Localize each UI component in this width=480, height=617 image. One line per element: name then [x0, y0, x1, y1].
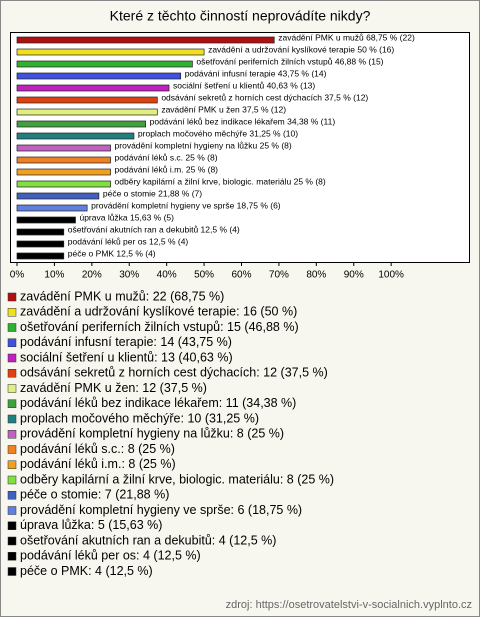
legend-swatch: [7, 521, 17, 530]
bar-label: proplach močového měchýře 31,25 % (10): [138, 128, 298, 138]
x-tick-label: 0%: [10, 270, 25, 281]
legend-swatch: [7, 475, 17, 485]
bar: [16, 144, 111, 152]
bar: [16, 192, 100, 200]
bar: [16, 216, 76, 224]
legend-entry: podávání léků s.c.: 8 (25 %): [20, 442, 175, 456]
bar-label: ošetřování periferních žilních vstupů 46…: [196, 56, 383, 66]
bar-label: podávání léků per os 12,5 % (4): [68, 236, 189, 246]
bar: [16, 156, 111, 164]
legend-swatch: [7, 399, 17, 408]
x-tick-label: 80%: [306, 270, 326, 281]
legend-entry: podávání léků bez indikace lékařem: 11 (…: [20, 396, 296, 410]
bar-label: provádění kompletní hygieny na lůžku 25 …: [115, 140, 292, 150]
bar-label: zavádění PMK u žen 37,5 % (12): [161, 104, 286, 114]
bar: [16, 180, 111, 188]
legend-entry: odsávání sekretů z horních cest dýchacíc…: [20, 366, 328, 380]
legend-swatch: [7, 506, 17, 515]
legend-entry: proplach močového měchýře: 10 (31,25 %): [20, 411, 259, 425]
legend-entry: provádění kompletní hygieny na lůžku: 8 …: [20, 427, 284, 441]
bar: [16, 84, 170, 92]
legend-swatch: [7, 338, 17, 347]
bar: [16, 240, 65, 248]
legend-swatch: [7, 292, 17, 302]
bar-label: ošetřování akutních ran a dekubitů 12,5 …: [68, 224, 240, 234]
legend-swatch: [7, 536, 17, 546]
legend-entry: zavádění PMK u mužů: 22 (68,75 %): [20, 289, 224, 303]
bar-label: podávání léků bez indikace lékařem 34,38…: [150, 116, 336, 126]
legend-swatch: [7, 384, 17, 393]
legend-entry: sociální šetření u klientů: 13 (40,63 %): [20, 350, 233, 364]
bar: [16, 228, 65, 236]
x-tick-label: 100%: [378, 270, 404, 281]
bar-label: provádění kompletní hygieny ve sprše 18,…: [91, 200, 281, 210]
bar-label: podávání léků i.m. 25 % (8): [115, 164, 219, 174]
bar: [16, 108, 158, 116]
bar-label: péče o stomie 21,88 % (7): [103, 188, 202, 198]
legend-swatch: [7, 445, 17, 454]
legend-entry: zavádění PMK u žen: 12 (37,5 %): [20, 381, 207, 395]
bar: [16, 48, 205, 56]
bar-label: sociální šetření u klientů 40,63 % (13): [173, 80, 315, 90]
bar-label: podávání infusní terapie 43,75 % (14): [185, 68, 327, 78]
x-tick-label: 50%: [194, 270, 214, 281]
bar: [16, 132, 135, 140]
legend-entry: ošetřování periferních žilních vstupů: 1…: [20, 320, 299, 334]
legend-swatch: [7, 369, 17, 378]
legend-swatch: [7, 552, 17, 561]
bar-label: zavádění a udržování kyslíkové terapie 5…: [208, 44, 394, 54]
bar: [16, 168, 111, 176]
x-tick-label: 30%: [119, 270, 139, 281]
legend-entry: péče o stomie: 7 (21,88 %): [20, 488, 169, 502]
legend-entry: provádění kompletní hygieny ve sprše: 6 …: [20, 503, 302, 517]
legend-swatch: [7, 308, 17, 317]
legend-swatch: [7, 323, 17, 332]
legend-entry: ošetřování akutních ran a dekubitů: 4 (1…: [20, 533, 276, 547]
bar-label: úprava lůžka 15,63 % (5): [79, 212, 174, 222]
legend-swatch: [7, 414, 17, 424]
x-tick-label: 40%: [157, 270, 177, 281]
legend-entry: podávání infusní terapie: 14 (43,75 %): [20, 335, 232, 349]
legend-swatch: [7, 430, 17, 439]
legend-swatch: [7, 491, 17, 500]
bar-label: podávání léků s.c. 25 % (8): [115, 152, 218, 162]
x-tick-label: 70%: [269, 270, 289, 281]
legend-entry: úprava lůžka: 5 (15,63 %): [20, 518, 162, 532]
legend-swatch: [7, 460, 17, 469]
bar: [16, 60, 193, 68]
bar: [16, 252, 65, 260]
source: zdroj: https://osetrovatelstvi-v-socialn…: [226, 599, 472, 611]
legend-entry: zavádění a udržování kyslíkové terapie: …: [20, 305, 297, 319]
legend-entry: podávání léků per os: 4 (12,5 %): [20, 549, 201, 563]
legend-entry: podávání léků i.m.: 8 (25 %): [20, 457, 176, 471]
x-tick-label: 90%: [344, 270, 364, 281]
bar-label: zavádění PMK u mužů 68,75 % (22): [278, 32, 415, 42]
x-tick-label: 10%: [44, 270, 64, 281]
bar-label: odsávání sekretů z horních cest dýchacíc…: [161, 92, 368, 102]
bar-label: odběry kapilární a žilní krve, biologic.…: [115, 176, 326, 186]
bar: [16, 96, 158, 104]
bar: [16, 36, 275, 44]
bar: [16, 204, 88, 212]
x-tick-label: 20%: [82, 270, 102, 281]
legend-swatch: [7, 567, 17, 576]
legend-entry: péče o PMK: 4 (12,5 %): [20, 564, 153, 578]
x-tick-label: 60%: [231, 270, 251, 281]
legend-entry: odběry kapilární a žilní krve, biologic.…: [20, 472, 334, 486]
legend-swatch: [7, 353, 17, 363]
bar: [16, 120, 146, 128]
bar: [16, 72, 182, 80]
chart-title: Které z těchto činností neprovádíte nikd…: [110, 8, 371, 24]
bar-label: péče o PMK 12,5 % (4): [68, 248, 156, 258]
